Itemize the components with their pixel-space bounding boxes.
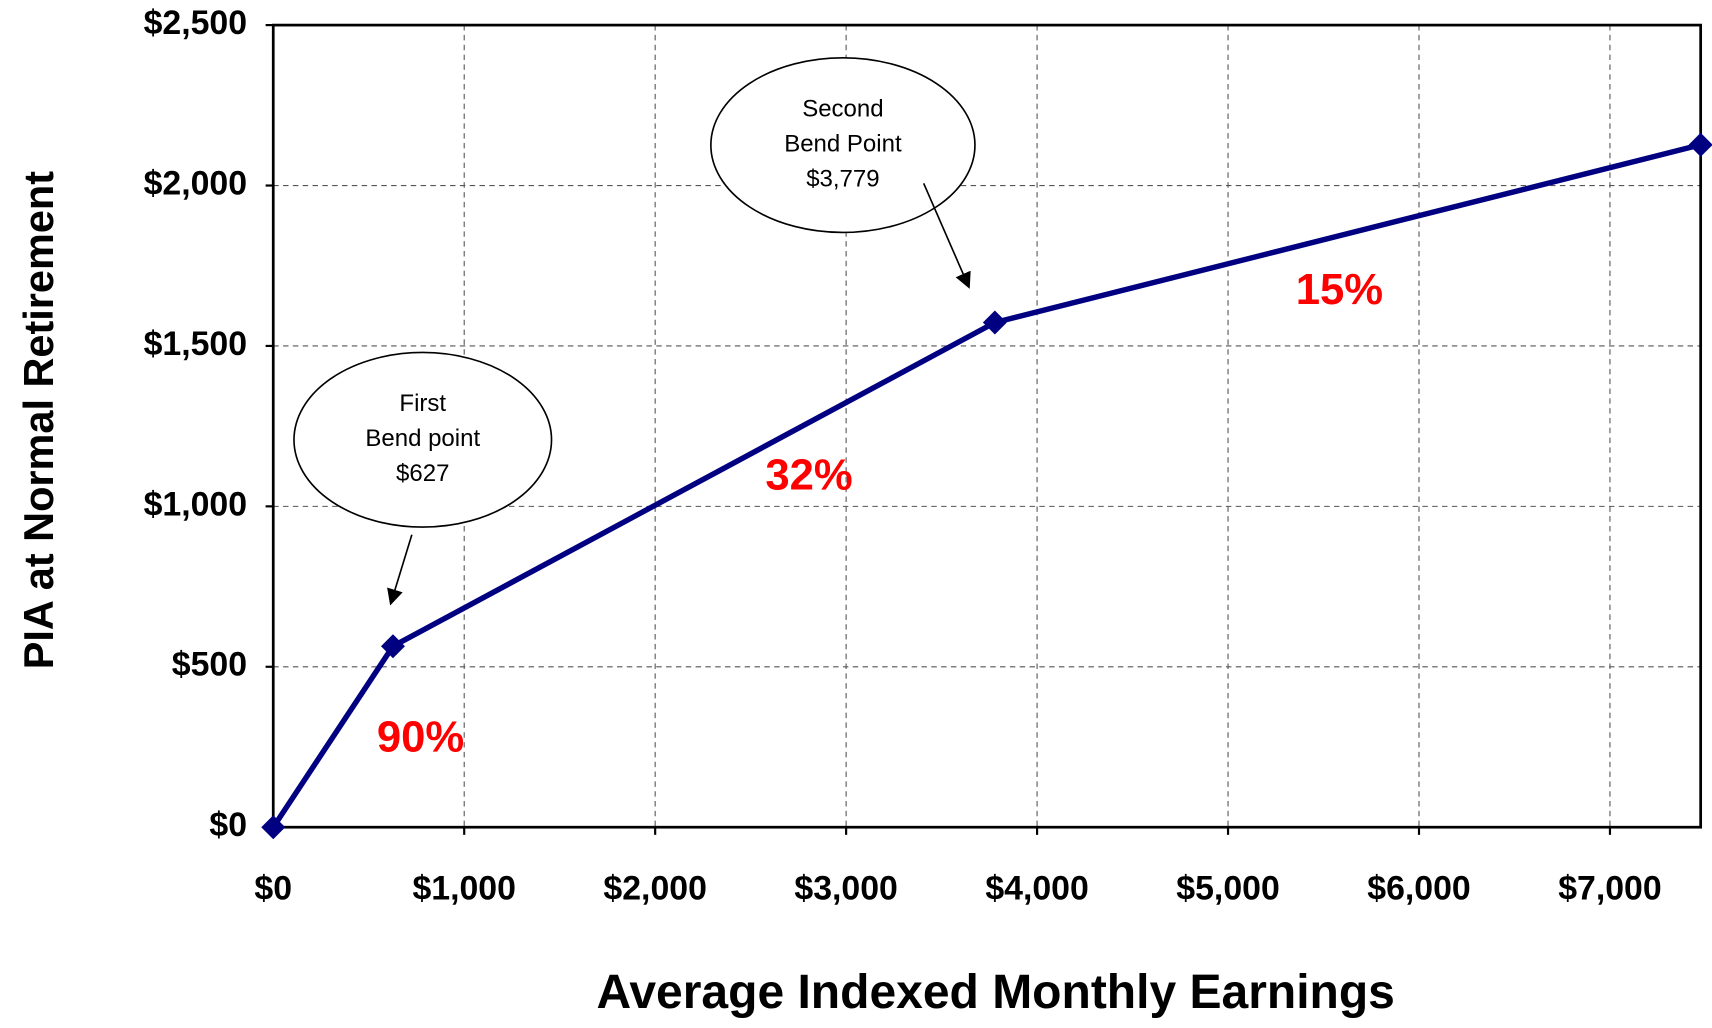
x-tick-label: $6,000	[1367, 869, 1470, 907]
y-axis-label: PIA at Normal Retirement	[15, 171, 62, 670]
x-tick-label: $1,000	[412, 869, 515, 907]
y-tick-label: $2,000	[144, 164, 247, 202]
callout-text: Bend point	[365, 425, 480, 452]
y-tick-label: $0	[209, 806, 247, 844]
x-tick-label: $3,000	[794, 869, 897, 907]
y-tick-label: $1,000	[144, 485, 247, 523]
plot-frame	[271, 23, 1703, 829]
callout-arrow	[922, 183, 971, 289]
data-marker	[982, 310, 1007, 335]
callout-text: $627	[396, 460, 449, 487]
rate-label: 90%	[377, 712, 464, 761]
y-tick-label: $2,500	[144, 4, 247, 42]
callout-text: First	[399, 390, 446, 417]
callout-bubble	[710, 57, 976, 234]
callout-bubble	[293, 351, 553, 528]
rate-label: 15%	[1296, 265, 1383, 314]
x-tick-label: $0	[254, 869, 292, 907]
data-line	[270, 142, 1702, 829]
callout-text: Second	[802, 96, 883, 123]
callout-text: $3,779	[806, 165, 879, 192]
x-tick-label: $4,000	[985, 869, 1088, 907]
x-tick-label: $2,000	[603, 869, 706, 907]
callout-arrow	[387, 534, 413, 606]
rate-label: 32%	[765, 451, 852, 500]
y-tick-label: $500	[172, 646, 247, 684]
x-tick-label: $5,000	[1176, 869, 1279, 907]
x-axis-label: Average Indexed Monthly Earnings	[596, 966, 1394, 1019]
y-tick-label: $1,500	[144, 325, 247, 363]
x-tick-label: $7,000	[1558, 869, 1661, 907]
data-marker	[1688, 132, 1712, 157]
callout-text: Bend Point	[784, 130, 902, 157]
